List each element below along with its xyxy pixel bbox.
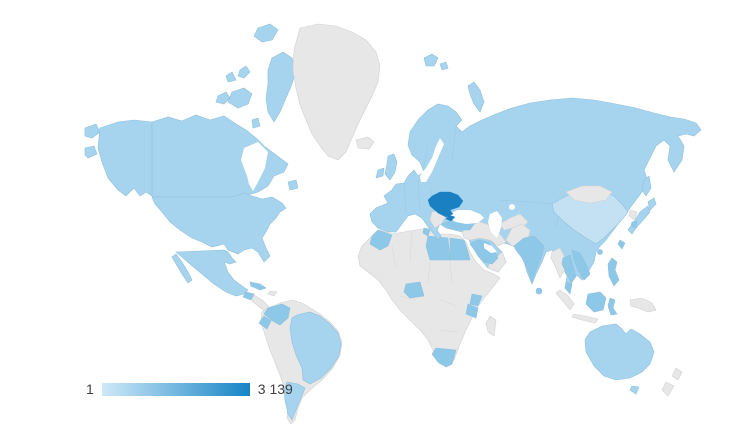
- eurasia-landmass: [369, 97, 702, 293]
- country-usa[interactable]: [151, 192, 287, 263]
- island-newfoundland[interactable]: [287, 179, 299, 191]
- new-zealand-south[interactable]: [661, 381, 675, 397]
- country-india[interactable]: [513, 235, 545, 283]
- country-cuba[interactable]: [249, 281, 267, 291]
- persian-gulf: [484, 243, 497, 253]
- island-java[interactable]: [571, 313, 599, 324]
- island-sakhalin[interactable]: [641, 175, 652, 197]
- island-baffin[interactable]: [265, 51, 297, 123]
- country-south-korea[interactable]: [630, 220, 638, 229]
- country-malaysia[interactable]: [564, 281, 573, 295]
- island-ellesmere[interactable]: [253, 23, 279, 43]
- island-new-guinea[interactable]: [629, 297, 657, 313]
- country-ecuador[interactable]: [258, 315, 272, 330]
- island-svalbard-2[interactable]: [439, 61, 449, 71]
- country-colombia[interactable]: [263, 303, 291, 326]
- island-arctic-small-1[interactable]: [237, 65, 251, 79]
- island-southampton[interactable]: [251, 117, 261, 129]
- country-myanmar[interactable]: [550, 247, 567, 279]
- country-alaska[interactable]: [97, 119, 153, 197]
- ukraine-crimea[interactable]: [445, 214, 456, 222]
- legend-min-label: 1: [86, 381, 94, 397]
- country-mongolia[interactable]: [565, 185, 613, 204]
- country-australia[interactable]: [584, 323, 655, 381]
- country-nigeria[interactable]: [403, 281, 425, 299]
- africa-borders: [391, 231, 459, 333]
- country-ireland[interactable]: [375, 167, 385, 179]
- legend-gradient-bar: [101, 382, 250, 396]
- mexico-baja[interactable]: [171, 253, 193, 284]
- country-russia-chukotka-fragment[interactable]: [84, 123, 101, 139]
- country-libya[interactable]: [425, 235, 451, 261]
- country-thailand[interactable]: [561, 254, 577, 283]
- country-philippines[interactable]: [607, 257, 620, 287]
- country-iceland[interactable]: [355, 136, 375, 150]
- island-sumatra[interactable]: [555, 289, 575, 311]
- country-mexico[interactable]: [175, 249, 249, 297]
- black-sea: [448, 210, 484, 224]
- island-arctic-small-2[interactable]: [225, 71, 237, 83]
- country-canada[interactable]: [151, 114, 289, 198]
- country-japan-hokkaido[interactable]: [647, 197, 657, 211]
- island-novaya-zemlya[interactable]: [467, 81, 485, 113]
- country-tanzania[interactable]: [465, 303, 479, 319]
- legend-max-label: 3 139: [257, 381, 293, 397]
- island-victoria[interactable]: [227, 87, 253, 109]
- island-taiwan[interactable]: [617, 239, 626, 250]
- new-zealand-north[interactable]: [671, 367, 683, 381]
- africa-landmass: [357, 227, 501, 367]
- baltic-sea: [420, 138, 444, 182]
- legend: 1 3 139: [86, 381, 293, 397]
- island-banks[interactable]: [215, 91, 231, 105]
- country-united-kingdom[interactable]: [384, 153, 398, 181]
- country-ukraine[interactable]: [427, 191, 464, 218]
- island-tasmania[interactable]: [629, 385, 640, 395]
- country-guatemala[interactable]: [242, 291, 255, 301]
- aral-sea: [509, 204, 515, 210]
- island-hispaniola[interactable]: [267, 290, 278, 297]
- country-egypt[interactable]: [449, 237, 471, 261]
- country-morocco[interactable]: [369, 229, 393, 251]
- country-kenya[interactable]: [469, 293, 483, 307]
- country-south-africa[interactable]: [431, 347, 457, 368]
- country-vietnam[interactable]: [571, 249, 591, 281]
- country-greenland[interactable]: [292, 23, 381, 161]
- island-sri-lanka[interactable]: [535, 287, 543, 295]
- country-russia-chukotka-fragment2[interactable]: [84, 145, 98, 159]
- island-hainan[interactable]: [597, 249, 603, 255]
- island-sulawesi[interactable]: [607, 297, 618, 316]
- island-borneo[interactable]: [585, 291, 607, 313]
- island-svalbard[interactable]: [423, 53, 439, 67]
- island-madagascar[interactable]: [485, 315, 497, 337]
- country-brazil[interactable]: [289, 311, 342, 385]
- country-argentina[interactable]: [283, 381, 306, 421]
- hudson-bay: [241, 142, 268, 191]
- caspian-sea: [488, 211, 502, 238]
